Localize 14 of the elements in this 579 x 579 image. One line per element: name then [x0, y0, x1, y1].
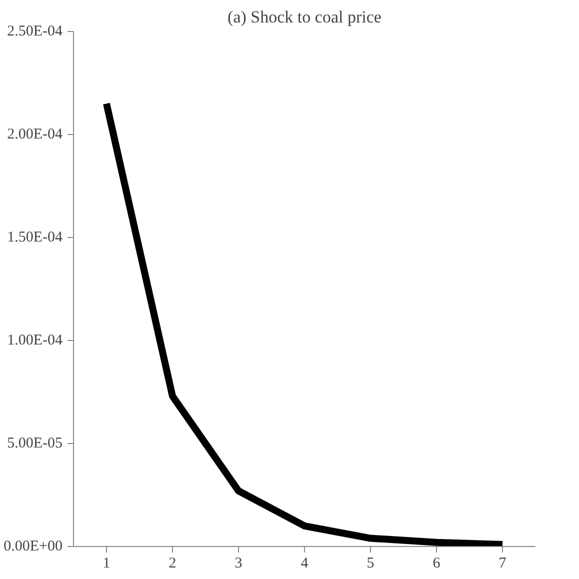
y-tick-label: 1.00E-04 — [7, 332, 63, 348]
x-tick-label: 5 — [366, 556, 374, 572]
x-tick-label: 4 — [300, 556, 309, 572]
chart-title: (a) Shock to coal price — [228, 8, 382, 26]
x-tick-label: 6 — [432, 556, 441, 572]
y-tick-label: 2.00E-04 — [7, 126, 63, 142]
x-tick-label: 1 — [102, 556, 110, 572]
x-tick-label: 3 — [234, 556, 242, 572]
x-tick-label: 2 — [168, 556, 176, 572]
x-tick-label: 7 — [498, 556, 507, 572]
y-tick-label: 2.50E-04 — [7, 24, 63, 40]
y-tick-label: 1.50E-04 — [7, 230, 63, 246]
y-tick-label: 5.00E-05 — [7, 436, 63, 452]
y-tick-label: 0.00E+00 — [4, 538, 63, 554]
